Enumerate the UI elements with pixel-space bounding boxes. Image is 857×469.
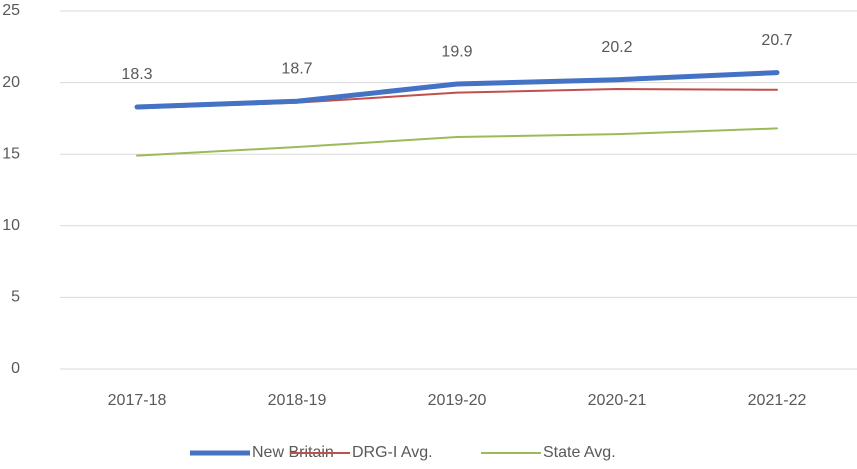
y-tick-label: 25 [2,2,20,19]
x-tick-label: 2018-19 [268,392,327,409]
y-tick-label: 20 [2,74,20,91]
y-tick-label: 5 [11,289,20,306]
y-tick-label: 0 [11,360,20,377]
x-tick-label: 2021-22 [748,392,807,409]
series-line [134,70,780,110]
y-tick-label: 15 [2,145,20,162]
x-tick-label: 2020-21 [588,392,647,409]
legend-label: State Avg. [543,444,616,461]
x-tick-label: 2017-18 [108,392,167,409]
data-label: 20.2 [601,39,632,56]
legend-label: DRG-I Avg. [352,444,433,461]
x-tick-label: 2019-20 [428,392,487,409]
data-label: 20.7 [761,32,792,49]
y-tick-label: 10 [2,217,20,234]
data-label: 19.9 [441,43,472,60]
data-label: 18.7 [281,60,312,77]
data-label: 18.3 [121,66,152,83]
series-line [136,127,778,157]
